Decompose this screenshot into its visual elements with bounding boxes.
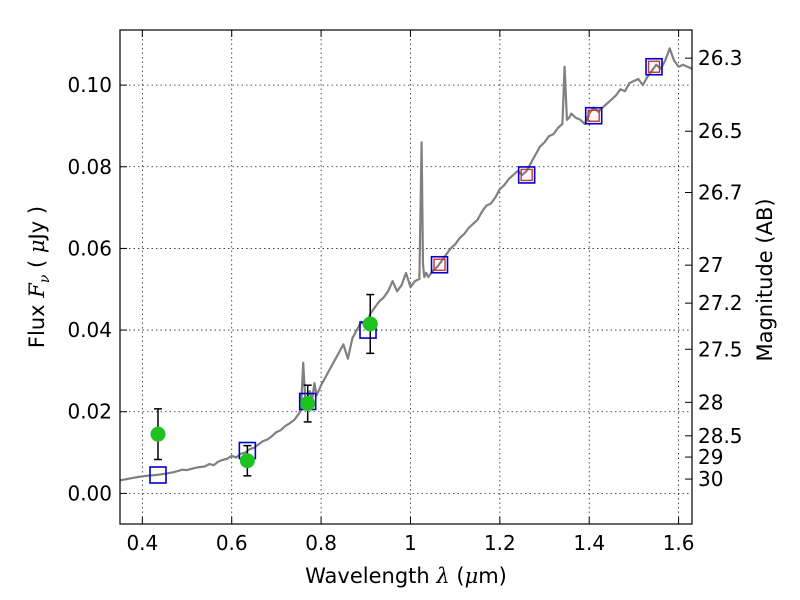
plot-frame — [119, 29, 693, 525]
model-point-red — [433, 258, 446, 271]
y-tick-label: 0.02 — [67, 400, 112, 424]
observed-point — [150, 426, 166, 442]
x-tick-label: 1.2 — [484, 531, 516, 555]
y-tick-label: 0.00 — [67, 481, 112, 505]
model-point-red — [520, 168, 533, 182]
model-point-blue — [430, 255, 449, 274]
observed-point — [300, 396, 316, 412]
model-point-blue — [149, 466, 167, 484]
y2-tick-label: 28.5 — [698, 424, 743, 448]
y2-axis-label: Magnitude (AB) — [753, 198, 777, 361]
y-axis-label: Flux Fν ( μJy ) — [25, 206, 53, 348]
observed-point — [239, 453, 255, 469]
y-axis-ticks: 0.00 0.02 0.04 0.06 0.08 0.10 — [67, 73, 127, 505]
y2-tick-label: 26.5 — [698, 119, 743, 143]
model-point-blue — [645, 57, 663, 76]
y2-tick-label: 27 — [698, 253, 723, 277]
spectrum-series — [119, 47, 693, 482]
y2-tick-label: 27.5 — [698, 337, 743, 361]
y2-tick-label: 28 — [698, 390, 723, 414]
x-tick-label: 1.4 — [573, 531, 605, 555]
y-tick-label: 0.08 — [67, 155, 112, 179]
y2-tick-label: 26.3 — [698, 46, 743, 70]
model-point-red — [587, 109, 600, 122]
model-point-blue — [584, 106, 603, 125]
x-tick-label: 1.6 — [663, 531, 695, 555]
x-axis-ticks: 0.4 0.6 0.8 1 1.2 1.4 1.6 — [126, 30, 695, 555]
x-tick-label: 0.6 — [216, 531, 248, 555]
y2-tick-label: 29 — [698, 445, 723, 469]
model-point-blue — [517, 166, 536, 184]
y2-tick-label: 27.2 — [698, 291, 743, 315]
photometry-markers — [149, 57, 663, 484]
y-tick-label: 0.04 — [67, 318, 112, 342]
x-tick-label: 0.8 — [305, 531, 337, 555]
x-tick-label: 1 — [404, 531, 417, 555]
observed-point — [362, 316, 378, 332]
x-tick-label: 0.4 — [126, 531, 158, 555]
x-axis-label: Wavelength λ (μm) — [305, 564, 507, 588]
spectrum-line — [119, 47, 693, 482]
y2-tick-label: 26.7 — [698, 180, 743, 204]
y2-tick-label: 30 — [698, 467, 723, 491]
model-point-red — [647, 60, 661, 73]
y-tick-label: 0.06 — [67, 236, 112, 260]
y-tick-label: 0.10 — [67, 73, 112, 97]
